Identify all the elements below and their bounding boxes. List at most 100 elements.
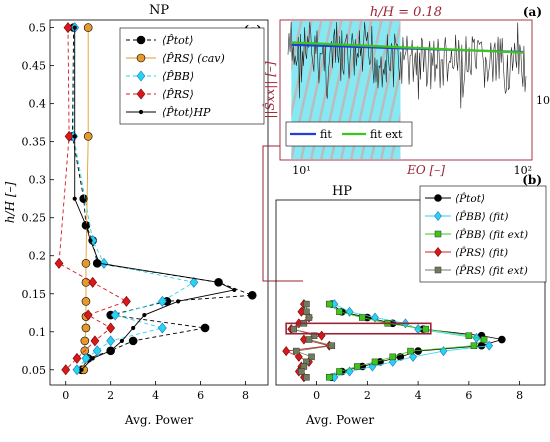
hp-xtick-label: 8 [516, 389, 523, 402]
np-legend-marker-1 [136, 53, 146, 63]
hp-point-3 [294, 351, 303, 362]
np-xtick-label: 2 [107, 389, 114, 402]
hp-legend-marker-4 [434, 266, 442, 274]
spectrum-title: h/H = 0.18 [370, 5, 442, 20]
hp-point-4 [308, 353, 315, 361]
hp-point-4 [310, 332, 318, 339]
hp-point-2 [326, 300, 333, 308]
spectrum-hatch [541, 21, 550, 159]
np-xtick-label: 8 [242, 389, 249, 402]
hp-axes-frame [275, 199, 546, 386]
np-point-3 [83, 309, 93, 321]
np-point-1 [81, 297, 91, 306]
np-point-4 [216, 280, 221, 285]
spectrum-hatch [471, 21, 501, 159]
hp-point-1 [345, 366, 354, 377]
spectrum-panel-label: (a) [523, 5, 542, 19]
hp-xtick-label: 4 [415, 389, 422, 402]
hp-legend-marker-0 [434, 194, 442, 202]
spectrum-legend-label-0: fit [320, 128, 332, 141]
np-point-4 [176, 299, 181, 304]
hp-point-2 [336, 368, 343, 375]
spectrum-hatch [431, 21, 461, 159]
hp-title: HP [332, 184, 352, 199]
hp-panel-label: (b) [522, 173, 542, 187]
hp-xtick-label: 2 [364, 389, 371, 402]
hp-point-2 [353, 363, 361, 370]
hp-point-2 [407, 347, 414, 355]
np-point-3 [122, 295, 131, 307]
hp-legend-label-4: ⟨P̂RS⟩ (fit ext) [455, 264, 528, 277]
spectrum-hatch [411, 21, 441, 159]
hp-point-4 [290, 325, 298, 333]
hp-point-2 [336, 308, 343, 316]
spectrum-xtick-label: 10² [514, 164, 532, 177]
hp-point-4 [328, 342, 336, 349]
np-point-2 [189, 276, 199, 288]
np-point-3 [61, 364, 71, 376]
np-point-2 [157, 322, 167, 334]
np-point-4 [72, 196, 77, 201]
hp-point-2 [371, 358, 379, 366]
np-point-4 [79, 367, 84, 372]
np-point-2 [92, 345, 102, 357]
np-point-2 [99, 257, 109, 269]
hp-point-0 [498, 335, 506, 344]
hp-point-2 [470, 342, 478, 349]
np-point-1 [80, 336, 90, 346]
hp-point-4 [293, 347, 300, 355]
np-point-4 [88, 238, 93, 243]
hp-point-2 [359, 314, 366, 321]
spectrum-hatch [481, 21, 511, 159]
spectrum-hatch [531, 21, 550, 159]
np-series-line-1 [83, 27, 89, 370]
hp-point-2 [422, 325, 429, 333]
np-point-3 [54, 257, 64, 269]
np-point-4 [142, 312, 147, 318]
hp-point-1 [414, 324, 422, 335]
np-ytick-label: 0.1 [29, 326, 47, 339]
np-axes-frame [49, 19, 269, 386]
np-point-4 [90, 356, 95, 361]
spectrum-signal-line [287, 21, 527, 109]
np-point-3 [88, 276, 98, 288]
np-point-2 [106, 335, 116, 347]
np-point-4 [131, 325, 136, 331]
np-point-1 [83, 132, 93, 141]
spectrum-hatch [511, 21, 541, 159]
spectrum-axes-frame [279, 19, 533, 161]
np-ytick-label: 0.2 [29, 250, 47, 263]
hp-legend-marker-1 [434, 211, 442, 221]
np-point-3 [106, 322, 116, 334]
spectrum-ytick-label: 10⁰ [536, 94, 550, 107]
np-legend-label-2: ⟨P̂BB⟩ [162, 70, 194, 83]
np-point-4 [83, 223, 89, 228]
spectrum-fit-line-1 [291, 41, 523, 54]
np-point-2 [72, 364, 82, 376]
spectrum-xtick-label: 10¹ [292, 164, 310, 177]
spectrum-hatch [521, 21, 550, 159]
hp-point-1 [485, 340, 494, 351]
spectrum-ylabel: ||Ŝxx|| [–] [261, 61, 277, 118]
np-point-1 [81, 323, 91, 333]
np-xtick-label: 4 [152, 389, 159, 402]
hp-point-0 [477, 341, 486, 350]
hp-point-2 [465, 332, 473, 339]
spectrum-hatch [421, 21, 451, 159]
np-legend-marker-2 [136, 70, 146, 82]
np-point-1 [83, 23, 93, 32]
np-ytick-label: 0.45 [22, 60, 47, 73]
hp-point-2 [326, 374, 333, 381]
hp-xtick-label: 0 [313, 389, 320, 402]
hp-legend-marker-2 [434, 230, 442, 238]
np-point-4 [72, 25, 77, 30]
np-point-0 [247, 290, 257, 300]
np-point-1 [81, 259, 91, 268]
connector-line [262, 145, 303, 282]
spectrum-hatch [501, 21, 531, 159]
np-point-4 [97, 261, 102, 266]
hp-point-4 [298, 368, 305, 375]
hp-xlabel: Avg. Power [305, 413, 374, 427]
hp-point-1 [409, 351, 417, 362]
